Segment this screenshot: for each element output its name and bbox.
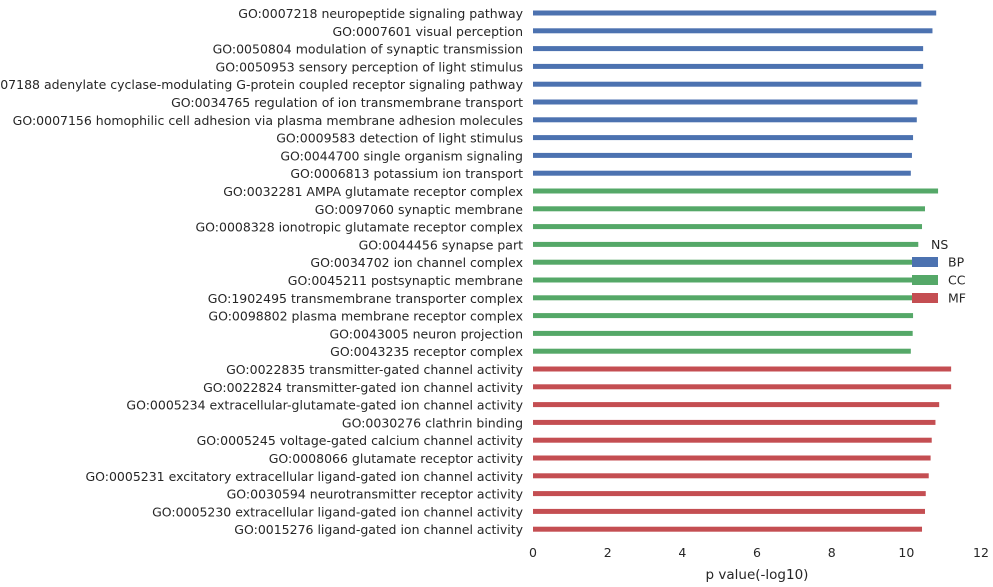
bar-cc (533, 295, 915, 301)
category-labels: GO:0007218 neuropeptide signaling pathwa… (0, 6, 524, 537)
bar-cc (533, 348, 911, 354)
bar-cc (533, 241, 919, 247)
bar-mf (533, 508, 925, 514)
category-label: GO:0044700 single organism signaling (280, 148, 523, 163)
x-tick-label: 12 (973, 545, 989, 560)
x-tick-label: 10 (898, 545, 914, 560)
category-label: GO:0032281 AMPA glutamate receptor compl… (223, 184, 523, 199)
bar-cc (533, 313, 914, 319)
category-label: GO:0005234 extracellular-glutamate-gated… (126, 398, 523, 413)
bar-bp (533, 28, 933, 34)
category-label: GO:0044456 synapse part (359, 237, 523, 252)
bar-bp (533, 170, 911, 176)
legend-label-cc: CC (948, 273, 966, 288)
category-label: GO:0043005 neuron projection (329, 326, 523, 341)
bar-bp (533, 10, 937, 16)
x-tick-label: 0 (529, 545, 537, 560)
category-label: GO:0009583 detection of light stimulus (276, 131, 523, 146)
bar-mf (533, 419, 936, 425)
bar-cc (533, 206, 925, 212)
category-label: GO:0007601 visual perception (332, 24, 523, 39)
bar-mf (533, 455, 931, 461)
category-label: GO:0034702 ion channel complex (310, 255, 523, 270)
bar-mf (533, 384, 952, 390)
category-label: GO:0045211 postsynaptic membrane (288, 273, 524, 288)
category-label: GO:0008066 glutamate receptor activity (269, 451, 524, 466)
x-tick-label: 4 (678, 545, 686, 560)
bar-mf (533, 366, 952, 372)
bar-bp (533, 81, 922, 87)
category-label: GO:0097060 synaptic membrane (315, 202, 524, 217)
legend-title: NS (931, 237, 948, 252)
bar-mf (533, 526, 923, 532)
category-label: GO:0034765 regulation of ion transmembra… (171, 95, 523, 110)
bar-cc (533, 277, 916, 283)
category-label: GO:0015276 ligand-gated ion channel acti… (234, 522, 523, 537)
bar-bp (533, 152, 912, 158)
bars (533, 10, 952, 532)
category-label: GO:0098802 plasma membrane receptor comp… (208, 309, 523, 324)
category-label: GO:0005230 extracellular ligand-gated io… (152, 504, 524, 519)
legend-swatch-cc (912, 275, 938, 285)
bar-bp (533, 63, 924, 69)
bar-bp (533, 135, 914, 141)
category-label: GO:0050953 sensory perception of light s… (216, 59, 523, 74)
legend-label-bp: BP (948, 255, 965, 270)
bar-mf (533, 473, 929, 479)
bar-cc (533, 330, 913, 336)
category-label: GO:0007218 neuropeptide signaling pathwa… (238, 6, 523, 21)
legend-swatch-bp (912, 257, 938, 267)
legend-label-mf: MF (948, 291, 966, 306)
bar-cc (533, 224, 923, 230)
category-label: GO:0008328 ionotropic glutamate receptor… (196, 220, 524, 235)
category-label: GO:0007188 adenylate cyclase-modulating … (0, 77, 524, 92)
category-label: GO:1902495 transmembrane transporter com… (208, 291, 523, 306)
category-label: GO:0022835 transmitter-gated channel act… (226, 362, 523, 377)
category-label: GO:0030276 clathrin binding (342, 415, 523, 430)
category-label: GO:0005245 voltage-gated calcium channel… (197, 433, 524, 448)
x-axis-ticks: 0 2 4 6 8 10 12 (529, 545, 989, 560)
bar-mf (533, 437, 932, 443)
x-tick-label: 6 (753, 545, 761, 560)
x-axis-label: p value(-log10) (706, 567, 809, 583)
bar-mf (533, 402, 940, 408)
bar-cc (533, 188, 939, 194)
bar-mf (533, 491, 926, 497)
x-tick-label: 2 (604, 545, 612, 560)
legend: NS BP CC MF (912, 237, 966, 306)
bar-bp (533, 46, 924, 52)
category-label: GO:0022824 transmitter-gated ion channel… (203, 380, 524, 395)
bar-bp (533, 117, 917, 123)
x-tick-label: 8 (828, 545, 836, 560)
category-label: GO:0030594 neurotransmitter receptor act… (227, 487, 524, 502)
category-label: GO:0005231 excitatory extracellular liga… (85, 469, 523, 484)
category-label: GO:0007156 homophilic cell adhesion via … (13, 113, 523, 128)
category-label: GO:0050804 modulation of synaptic transm… (213, 42, 523, 57)
category-label: GO:0006813 potassium ion transport (290, 166, 523, 181)
bar-cc (533, 259, 918, 265)
bar-bp (533, 99, 918, 105)
legend-entries: BP CC MF (912, 255, 966, 306)
legend-swatch-mf (912, 293, 938, 303)
category-label: GO:0043235 receptor complex (330, 344, 523, 359)
